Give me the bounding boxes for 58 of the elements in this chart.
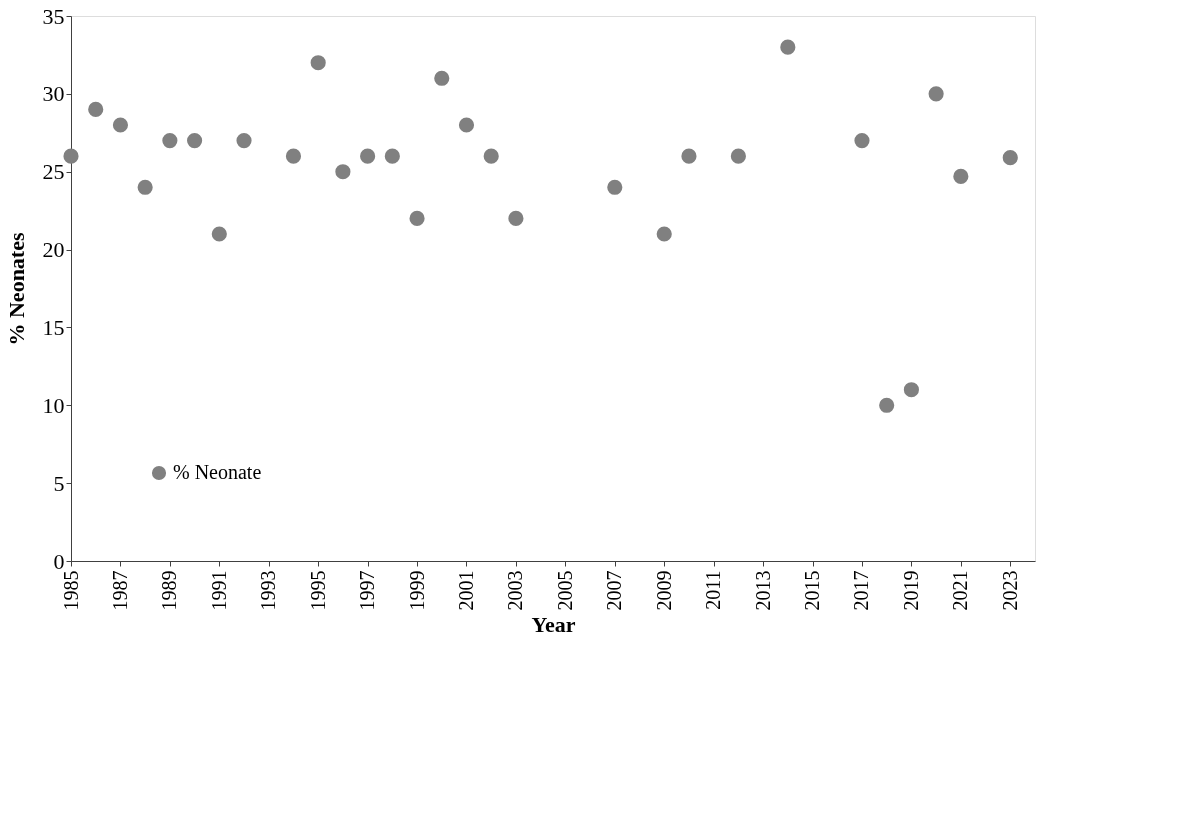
x-tick-label: 1989 <box>158 570 181 611</box>
point <box>63 148 79 164</box>
point <box>88 101 104 117</box>
point <box>236 133 252 149</box>
y-tick-label: 15 <box>42 314 65 340</box>
x-tick-label: 2003 <box>504 570 527 611</box>
y-tick-label: 5 <box>53 470 65 496</box>
point <box>607 179 623 195</box>
point <box>335 164 351 180</box>
point <box>384 148 400 164</box>
point <box>780 39 796 55</box>
x-tick-label: 2021 <box>949 570 972 611</box>
x-tick-label: 2001 <box>454 570 477 611</box>
point <box>730 148 746 164</box>
x-tick-label: 1987 <box>108 570 131 611</box>
x-tick-label: 1995 <box>306 570 329 611</box>
point <box>211 226 227 242</box>
point <box>508 210 524 226</box>
y-tick-label: 10 <box>42 392 65 418</box>
x-tick-label: 2007 <box>603 570 626 611</box>
x-tick-label: 2009 <box>652 570 675 611</box>
point <box>409 210 425 226</box>
point <box>360 148 376 164</box>
point <box>681 148 697 164</box>
point <box>656 226 672 242</box>
point <box>434 70 450 86</box>
x-axis-title: Year <box>531 611 576 637</box>
x-tick-label: 1993 <box>257 570 280 611</box>
point <box>187 133 203 149</box>
y-tick-label: 20 <box>42 237 65 263</box>
y-tick-label: 25 <box>42 159 65 185</box>
x-tick-label: 2013 <box>751 570 774 611</box>
x-tick-label: 2005 <box>553 570 576 611</box>
x-tick-label: 2011 <box>702 570 725 610</box>
x-tick-label: 1991 <box>207 570 230 611</box>
x-tick-label: 2015 <box>801 570 824 611</box>
x-tick-label: 2017 <box>850 570 873 611</box>
x-tick-label: 1999 <box>405 570 428 611</box>
point <box>854 133 870 149</box>
point <box>137 179 153 195</box>
point <box>879 397 895 413</box>
x-tick-label: 2019 <box>899 570 922 611</box>
y-tick-label: 35 <box>42 3 65 29</box>
legend-label: % Neonate <box>173 461 262 483</box>
point <box>162 133 178 149</box>
point <box>903 382 919 398</box>
point <box>285 148 302 164</box>
point <box>112 117 129 133</box>
point <box>458 117 475 133</box>
y-tick-label: 30 <box>42 81 65 107</box>
x-tick-label: 1997 <box>356 570 379 611</box>
x-tick-label: 2023 <box>998 570 1021 611</box>
point <box>483 148 499 164</box>
point <box>1002 150 1018 166</box>
point <box>953 168 969 184</box>
y-axis-title: % Neonates <box>3 232 29 346</box>
point <box>310 55 326 71</box>
point <box>928 86 944 102</box>
